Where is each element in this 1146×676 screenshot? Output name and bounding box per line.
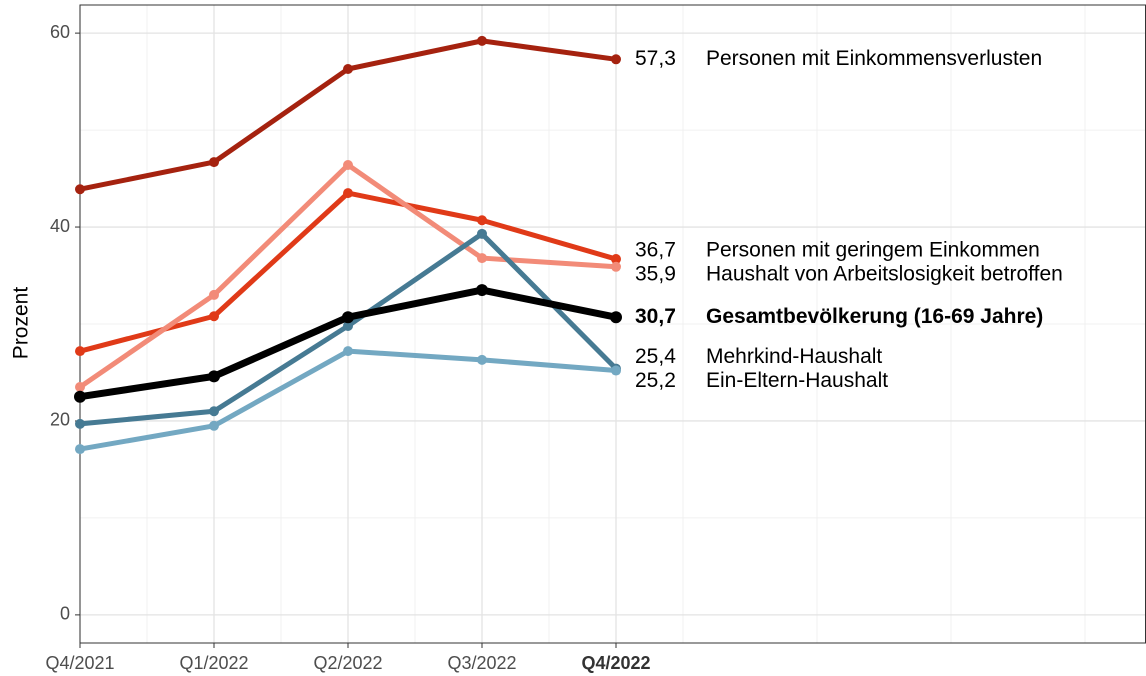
end-value-label: 35,9 [635, 262, 676, 285]
point [209, 406, 219, 417]
point [610, 311, 622, 324]
point [343, 63, 353, 74]
x-tick-label: Q3/2022 [447, 653, 516, 673]
legend-label: Personen mit Einkommensverlusten [706, 47, 1042, 70]
legend-label: Ein-Eltern-Haushalt [706, 369, 888, 392]
point [477, 228, 487, 239]
point [209, 311, 219, 322]
point [209, 420, 219, 431]
point [611, 254, 621, 265]
point [75, 418, 85, 429]
x-tick-label: Q4/2021 [45, 653, 114, 673]
end-value-label: 57,3 [635, 47, 676, 70]
point [208, 370, 220, 383]
point [477, 35, 487, 46]
point [477, 215, 487, 226]
end-value-label: 25,4 [635, 345, 676, 368]
y-axis-label: Prozent [10, 287, 33, 360]
point [477, 253, 487, 264]
point [343, 159, 353, 170]
legend-label: Gesamtbevölkerung (16-69 Jahre) [706, 305, 1043, 328]
legend-label: Haushalt von Arbeitslosigkeit betroffen [706, 262, 1063, 285]
y-tick-label: 60 [50, 22, 70, 42]
point [611, 54, 621, 65]
point [343, 346, 353, 357]
point [343, 188, 353, 199]
point [75, 444, 85, 455]
end-value-label: 25,2 [635, 369, 676, 392]
y-tick-label: 20 [50, 410, 70, 430]
point [343, 320, 353, 331]
point [611, 365, 621, 376]
point [476, 284, 488, 297]
point [75, 382, 85, 393]
point [75, 184, 85, 195]
x-tick-label: Q2/2022 [313, 653, 382, 673]
point [342, 311, 354, 324]
end-value-label: 36,7 [635, 238, 676, 261]
x-tick-label: Q1/2022 [179, 653, 248, 673]
point [477, 354, 487, 365]
legend-label: Mehrkind-Haushalt [706, 345, 882, 368]
y-tick-label: 40 [50, 216, 70, 236]
point [75, 346, 85, 357]
legend-label: Personen mit geringem Einkommen [706, 238, 1040, 261]
y-tick-label: 0 [60, 604, 70, 624]
end-value-label: 30,7 [635, 305, 676, 328]
point [611, 261, 621, 272]
point [74, 390, 86, 403]
point [209, 157, 219, 168]
point [209, 289, 219, 300]
x-tick-label: Q4/2022 [581, 653, 650, 673]
